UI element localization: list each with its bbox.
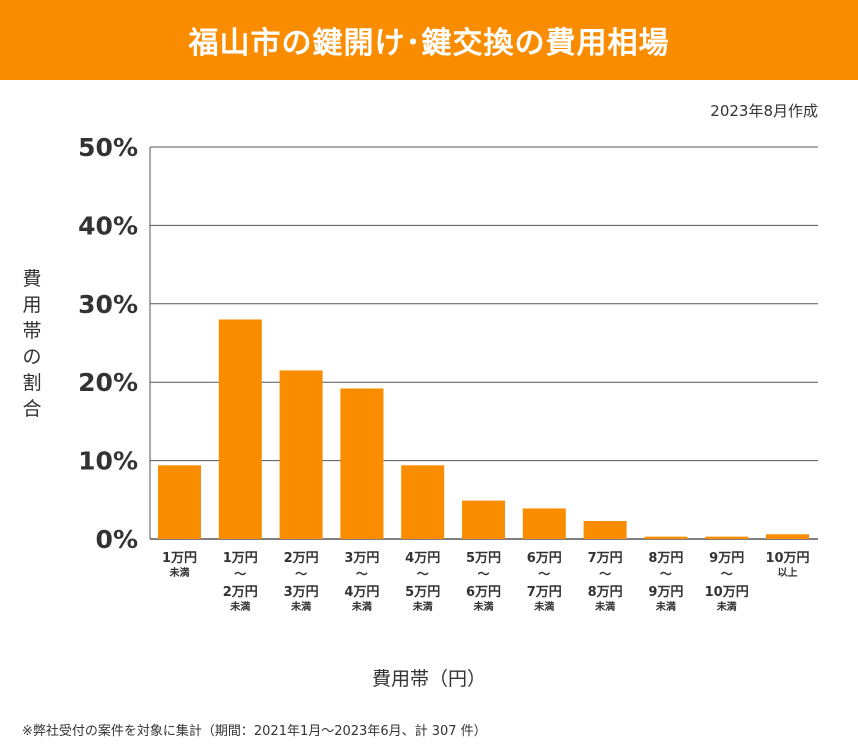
bar (340, 388, 384, 539)
y-tick-label: 50% (78, 133, 138, 162)
bar (279, 370, 323, 539)
x-tick-label: 4万円～ 5万円未満 (405, 551, 440, 613)
x-tick-label: 1万円～ 2万円未満 (223, 551, 258, 613)
chart-title: 福山市の鍵開け･鍵交換の費用相場 (188, 26, 670, 61)
x-tick-label: 9万円～ 10万円未満 (705, 551, 749, 613)
date-note: 2023年8月作成 (710, 102, 818, 120)
x-tick-label: 2万円～ 3万円未満 (284, 551, 319, 613)
x-axis-label: 費用帯（円） (371, 668, 486, 690)
x-tick-label: 1万円未満 (162, 551, 197, 579)
y-tick-label: 20% (78, 368, 138, 397)
x-tick-label: 7万円～ 8万円未満 (588, 551, 623, 613)
x-tick-label: 6万円～ 7万円未満 (527, 551, 562, 613)
footnote: ※弊社受付の案件を対象に集計（期間：2021年1月～2023年6月、計 307 … (22, 724, 487, 739)
bar (522, 508, 566, 539)
bar (644, 536, 688, 539)
x-tick-label: 5万円～ 6万円未満 (466, 551, 501, 613)
y-tick-label: 40% (78, 211, 138, 240)
y-axis-label: 費用帯の割合 (22, 268, 42, 420)
header-banner: 福山市の鍵開け･鍵交換の費用相場 (0, 0, 858, 80)
bar (218, 319, 262, 539)
bar (583, 520, 627, 539)
bar (462, 500, 505, 539)
bar (705, 536, 749, 539)
bar (401, 465, 445, 539)
y-tick-label: 10% (78, 447, 138, 476)
x-tick-label: 10万円以上 (765, 551, 809, 579)
x-tick-label: 3万円～ 4万円未満 (344, 551, 379, 613)
bar (158, 465, 201, 539)
bar (766, 534, 809, 539)
y-tick-label: 30% (78, 290, 138, 319)
x-tick-label: 8万円～ 9万円未満 (648, 551, 683, 613)
y-tick-label: 0% (96, 525, 138, 554)
